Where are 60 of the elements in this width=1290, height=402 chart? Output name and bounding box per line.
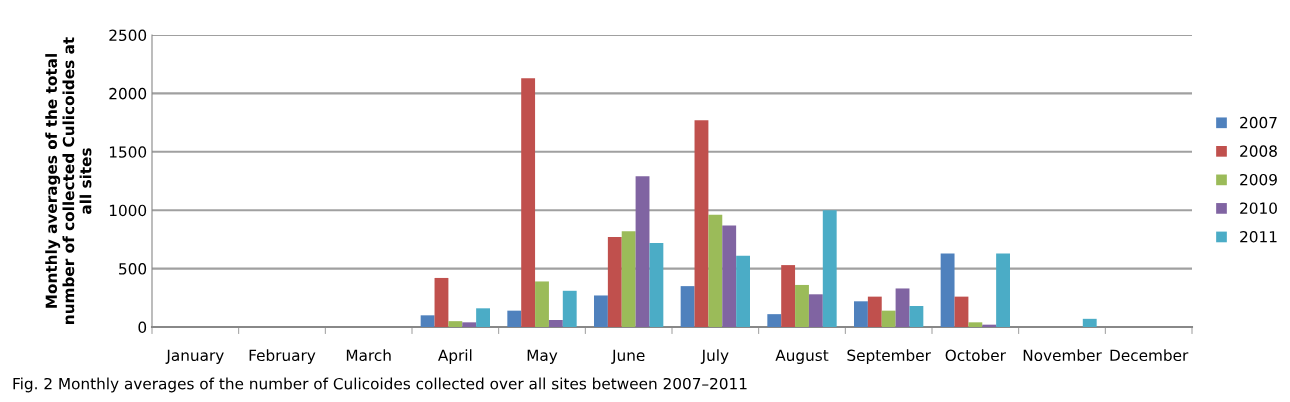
x-tick-label: January xyxy=(165,349,224,365)
bar xyxy=(476,308,490,327)
bar xyxy=(448,321,463,327)
x-tick-label: October xyxy=(945,349,1006,362)
x-tick-label: December xyxy=(1110,349,1189,362)
bar xyxy=(722,225,737,327)
bar xyxy=(867,296,882,327)
bar xyxy=(420,315,435,327)
bar xyxy=(649,242,664,327)
bar xyxy=(854,301,868,327)
x-tick-label: August xyxy=(775,349,829,365)
bar xyxy=(795,284,809,327)
y-tick-label: 500 xyxy=(119,263,147,275)
bar xyxy=(996,253,1010,327)
bar xyxy=(507,310,522,327)
y-tick-label: 1500 xyxy=(109,146,147,158)
bar xyxy=(881,310,896,327)
x-tick-label: April xyxy=(437,349,472,365)
legend-label: 2008 xyxy=(1240,145,1277,157)
bar xyxy=(895,288,910,327)
bar xyxy=(635,176,650,327)
x-tick-label: March xyxy=(346,349,391,362)
bar xyxy=(607,237,622,327)
bar xyxy=(822,210,837,327)
y-tick-label: 2000 xyxy=(109,87,147,100)
bar xyxy=(621,231,636,327)
bar xyxy=(954,296,969,327)
bar xyxy=(462,322,477,327)
y-tick-label: 1000 xyxy=(109,204,147,217)
x-tick-label: November xyxy=(1023,349,1102,362)
x-tick-label: July xyxy=(700,349,729,365)
bar xyxy=(548,319,563,327)
y-tick-label: 0 xyxy=(138,321,147,334)
bar xyxy=(909,305,924,327)
bar xyxy=(767,314,782,327)
bar xyxy=(594,295,608,327)
bar xyxy=(535,281,549,327)
bar xyxy=(708,214,723,327)
legend-label: 2009 xyxy=(1240,173,1277,186)
bar xyxy=(736,255,750,327)
x-tick-label: May xyxy=(527,349,558,365)
legend-label: 2007 xyxy=(1240,116,1277,129)
legend-label: 2011 xyxy=(1240,230,1277,243)
x-tick-label: September xyxy=(847,349,931,365)
bar xyxy=(562,290,577,327)
y-axis-title: Monthly averages of the total number of collected Culicoides at all sites xyxy=(45,37,92,324)
bar xyxy=(1082,318,1097,327)
y-tick-label: 2500 xyxy=(109,29,147,42)
legend-label: 2010 xyxy=(1240,202,1277,214)
bar xyxy=(940,253,955,327)
bar xyxy=(968,322,983,327)
bar xyxy=(694,120,709,327)
bar xyxy=(781,265,796,327)
bar xyxy=(521,78,536,327)
x-tick-label: June xyxy=(611,349,645,364)
x-tick-label: February xyxy=(249,349,316,365)
bar xyxy=(808,294,823,327)
bar xyxy=(680,286,695,327)
bar xyxy=(434,277,449,327)
caption: Fig. 2 Monthly averages of the number of Culicoides collected over all sites between 2007–2011 xyxy=(13,377,747,393)
